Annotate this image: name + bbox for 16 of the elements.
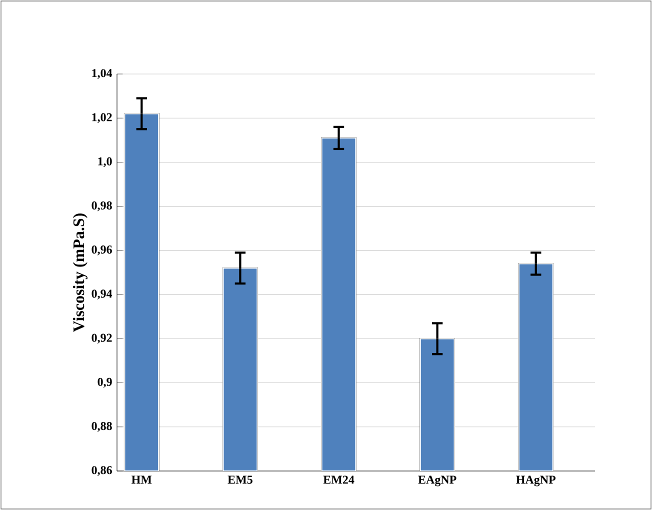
y-tick-label: 0,88 [92, 422, 112, 432]
y-tick-label: 0,86 [92, 466, 112, 476]
x-tick-label: EM24 [323, 476, 354, 484]
y-tick-label: 1,02 [92, 113, 112, 124]
y-tick-label: 0,96 [92, 246, 112, 256]
x-tick-label: HAgNP [516, 476, 556, 486]
y-tick-label: 1,04 [92, 69, 112, 79]
y-tick-label: 0,94 [92, 290, 112, 300]
x-tick-label: EAgNP [418, 476, 456, 486]
y-axis-title: Viscosity (mPa.S) [72, 214, 88, 332]
y-tick-label: 1,0 [98, 157, 112, 168]
x-tick-label: HM [132, 476, 152, 484]
y-tick-label: 0,9 [98, 378, 112, 388]
x-tick-label: EM5 [228, 476, 252, 484]
y-tick-label: 0,98 [92, 201, 112, 212]
y-tick-label: 0,92 [92, 334, 112, 344]
